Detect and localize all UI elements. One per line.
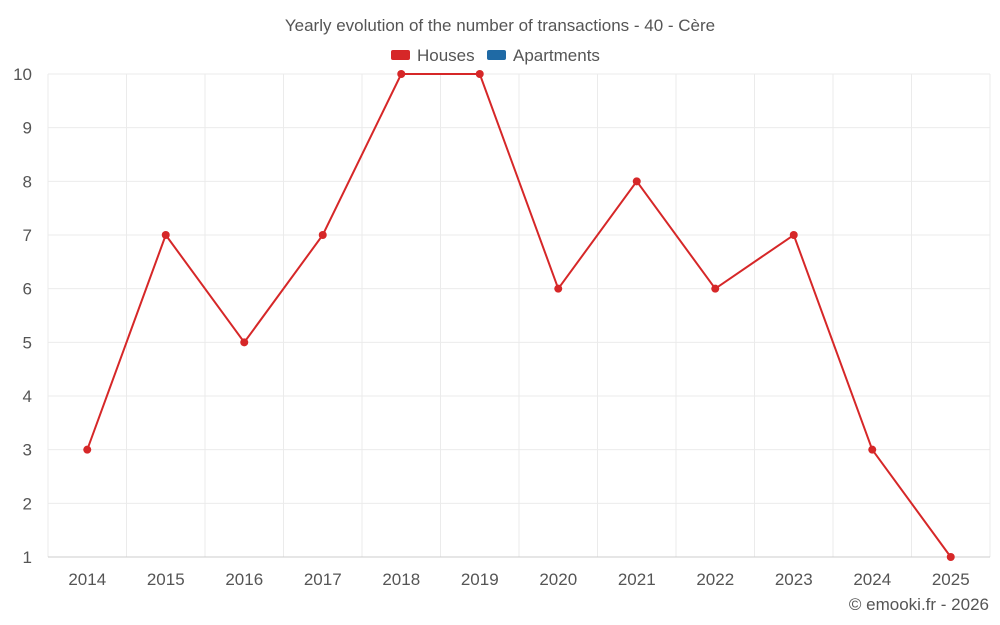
data-point-houses[interactable] [868,445,877,454]
legend-item-houses[interactable]: Houses [391,46,475,65]
y-tick-label: 2 [23,494,32,513]
series-line-houses [86,73,952,558]
axis-layer: 1 2 3 4 5 6 7 8 9 10 2014 2015 2016 2017 2018 2019 2020 2… [13,65,990,589]
series-layer [83,70,955,561]
x-tick-label: 2015 [147,570,185,589]
x-tick-label: 2022 [696,570,734,589]
y-tick-label: 10 [13,65,32,84]
x-tick-label: 2024 [853,570,891,589]
legend-item-apartments[interactable]: Apartments [487,46,600,65]
y-tick-label: 7 [23,226,32,245]
x-tick-label: 2019 [461,570,499,589]
legend-label-apartments: Apartments [513,46,600,65]
data-point-houses[interactable] [711,284,720,293]
data-point-houses[interactable] [240,338,249,347]
data-point-houses[interactable] [318,231,327,239]
legend-swatch-houses [391,50,410,60]
legend-swatch-apartments [487,50,506,60]
data-point-houses[interactable] [632,177,641,186]
data-point-houses[interactable] [397,70,406,78]
legend: Houses Apartments [391,46,600,65]
data-point-houses[interactable] [946,553,955,561]
x-tick-label: 2017 [304,570,342,589]
data-point-houses[interactable] [475,70,484,78]
credit-text: © emooki.fr - 2026 [849,595,989,614]
data-point-houses[interactable] [554,284,563,293]
grid-layer [47,73,991,558]
data-point-houses[interactable] [789,231,798,239]
y-tick-label: 8 [23,172,32,191]
y-tick-label: 5 [23,333,32,352]
x-tick-label: 2014 [68,570,106,589]
x-tick-label: 2018 [382,570,420,589]
data-point-houses[interactable] [161,231,170,239]
x-tick-label: 2023 [775,570,813,589]
x-tick-label: 2016 [225,570,263,589]
y-tick-label: 6 [23,280,32,299]
y-tick-label: 3 [23,441,32,460]
y-tick-label: 1 [23,548,32,567]
y-tick-label: 4 [23,387,32,406]
chart-title: Yearly evolution of the number of transa… [285,16,715,35]
x-tick-label: 2020 [539,570,577,589]
x-tick-label: 2025 [932,570,970,589]
x-tick-label: 2021 [618,570,656,589]
y-tick-label: 9 [23,119,32,138]
data-point-houses[interactable] [83,445,92,454]
legend-label-houses: Houses [417,46,475,65]
